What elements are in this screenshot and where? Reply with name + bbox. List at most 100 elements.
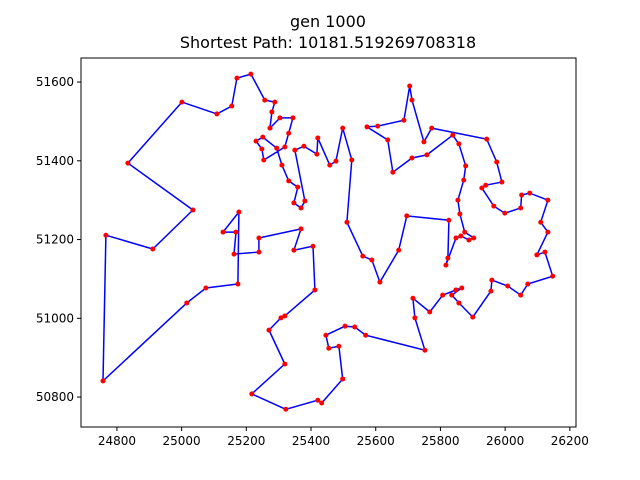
city-point <box>518 292 524 298</box>
city-point <box>466 237 472 243</box>
city-point <box>150 246 156 252</box>
city-point <box>267 125 273 131</box>
chart-title: gen 1000 <box>290 12 366 31</box>
city-point <box>256 249 262 255</box>
city-point <box>446 217 452 223</box>
city-point <box>385 137 391 143</box>
city-point <box>315 397 321 403</box>
plot-frame <box>80 57 577 428</box>
city-point <box>375 123 381 129</box>
city-point <box>527 190 533 196</box>
city-point <box>424 152 430 158</box>
city-point <box>231 251 237 257</box>
city-point <box>455 197 461 203</box>
city-point <box>234 75 240 81</box>
city-point <box>277 115 283 121</box>
x-tick-label: 25200 <box>227 434 265 448</box>
city-point <box>491 203 497 209</box>
city-point <box>453 287 459 293</box>
city-point <box>360 253 366 259</box>
city-point <box>463 163 469 169</box>
city-point <box>484 136 490 142</box>
city-point <box>471 235 477 241</box>
city-point <box>363 332 369 338</box>
city-point <box>440 292 446 298</box>
city-point <box>364 124 370 130</box>
city-point <box>502 210 508 216</box>
city-point <box>429 125 435 131</box>
city-point <box>229 103 235 109</box>
city-point <box>235 281 241 287</box>
city-point <box>538 219 544 225</box>
city-point <box>286 130 292 136</box>
city-point <box>266 327 272 333</box>
y-tick-label: 50800 <box>36 390 74 404</box>
city-point <box>323 332 329 338</box>
y-tick-label: 51200 <box>36 233 74 247</box>
city-point <box>314 151 320 157</box>
city-point <box>505 283 511 289</box>
city-point <box>449 292 455 298</box>
city-point <box>278 315 284 321</box>
city-point <box>315 135 321 141</box>
city-point <box>291 247 297 253</box>
city-point <box>292 147 298 153</box>
city-point <box>342 323 348 329</box>
city-point <box>421 139 427 145</box>
city-point <box>369 257 375 263</box>
city-point <box>327 162 333 168</box>
x-tick-label: 26200 <box>551 434 589 448</box>
city-point <box>319 400 325 406</box>
city-point <box>390 169 396 175</box>
city-point <box>100 378 106 384</box>
y-tick-label: 51000 <box>36 311 74 325</box>
city-point <box>443 262 449 268</box>
city-point <box>349 157 355 163</box>
x-tick-label: 26000 <box>486 434 524 448</box>
city-point <box>525 281 531 287</box>
city-point <box>518 205 524 211</box>
city-point <box>184 300 190 306</box>
city-point <box>409 155 415 161</box>
city-point <box>412 315 418 321</box>
city-point <box>483 182 489 188</box>
city-point <box>494 159 500 165</box>
city-point <box>456 300 462 306</box>
y-tick-label: 51400 <box>36 154 74 168</box>
city-point <box>290 115 296 121</box>
chart-subtitle: Shortest Path: 10181.519269708318 <box>180 33 476 52</box>
city-point <box>409 97 415 103</box>
city-point <box>457 211 463 217</box>
city-point <box>233 229 239 235</box>
city-point <box>279 162 285 168</box>
city-point <box>249 391 255 397</box>
city-point <box>458 233 464 239</box>
city-point <box>214 111 220 117</box>
city-point <box>291 200 297 206</box>
x-tick-label: 25600 <box>357 434 395 448</box>
city-point <box>550 273 556 279</box>
city-point <box>261 157 267 163</box>
city-point <box>269 109 275 115</box>
route-line <box>102 73 554 411</box>
y-tick-label: 51600 <box>36 75 74 89</box>
city-point <box>125 160 131 166</box>
city-point <box>272 99 278 105</box>
city-point <box>542 249 548 255</box>
city-point <box>203 285 209 291</box>
city-point <box>310 243 316 249</box>
city-point <box>404 213 410 219</box>
city-point <box>352 324 358 330</box>
city-point <box>377 279 383 285</box>
city-point <box>274 145 280 151</box>
city-point <box>326 345 332 351</box>
city-point <box>407 83 413 89</box>
city-point <box>545 229 551 235</box>
city-point <box>445 255 451 261</box>
city-point <box>453 235 459 241</box>
city-point <box>253 138 259 144</box>
x-tick-label: 25000 <box>163 434 201 448</box>
city-point <box>282 361 288 367</box>
city-point <box>248 71 254 77</box>
